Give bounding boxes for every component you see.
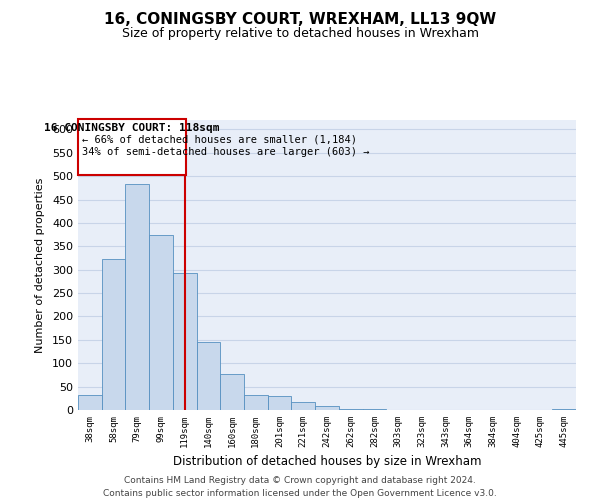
Text: 16 CONINGSBY COURT: 118sqm: 16 CONINGSBY COURT: 118sqm [44, 124, 220, 134]
Bar [197, 342, 220, 410]
X-axis label: Distribution of detached houses by size in Wrexham: Distribution of detached houses by size … [173, 456, 481, 468]
Bar [244, 395, 268, 410]
Text: Size of property relative to detached houses in Wrexham: Size of property relative to detached ho… [121, 28, 479, 40]
Bar [268, 396, 292, 410]
Bar [292, 402, 315, 410]
Bar [315, 406, 339, 410]
FancyBboxPatch shape [78, 118, 186, 175]
Bar [173, 273, 197, 410]
Bar [149, 234, 173, 410]
Bar [125, 184, 149, 410]
Bar [102, 259, 125, 410]
Text: ← 66% of detached houses are smaller (1,184): ← 66% of detached houses are smaller (1,… [82, 134, 356, 144]
Bar [552, 409, 576, 410]
Text: 34% of semi-detached houses are larger (603) →: 34% of semi-detached houses are larger (… [82, 146, 369, 156]
Text: 16, CONINGSBY COURT, WREXHAM, LL13 9QW: 16, CONINGSBY COURT, WREXHAM, LL13 9QW [104, 12, 496, 28]
Bar [78, 395, 102, 410]
Y-axis label: Number of detached properties: Number of detached properties [35, 178, 45, 352]
Text: Contains HM Land Registry data © Crown copyright and database right 2024.
Contai: Contains HM Land Registry data © Crown c… [103, 476, 497, 498]
Bar [220, 374, 244, 410]
Bar [362, 409, 386, 410]
Bar [339, 408, 362, 410]
